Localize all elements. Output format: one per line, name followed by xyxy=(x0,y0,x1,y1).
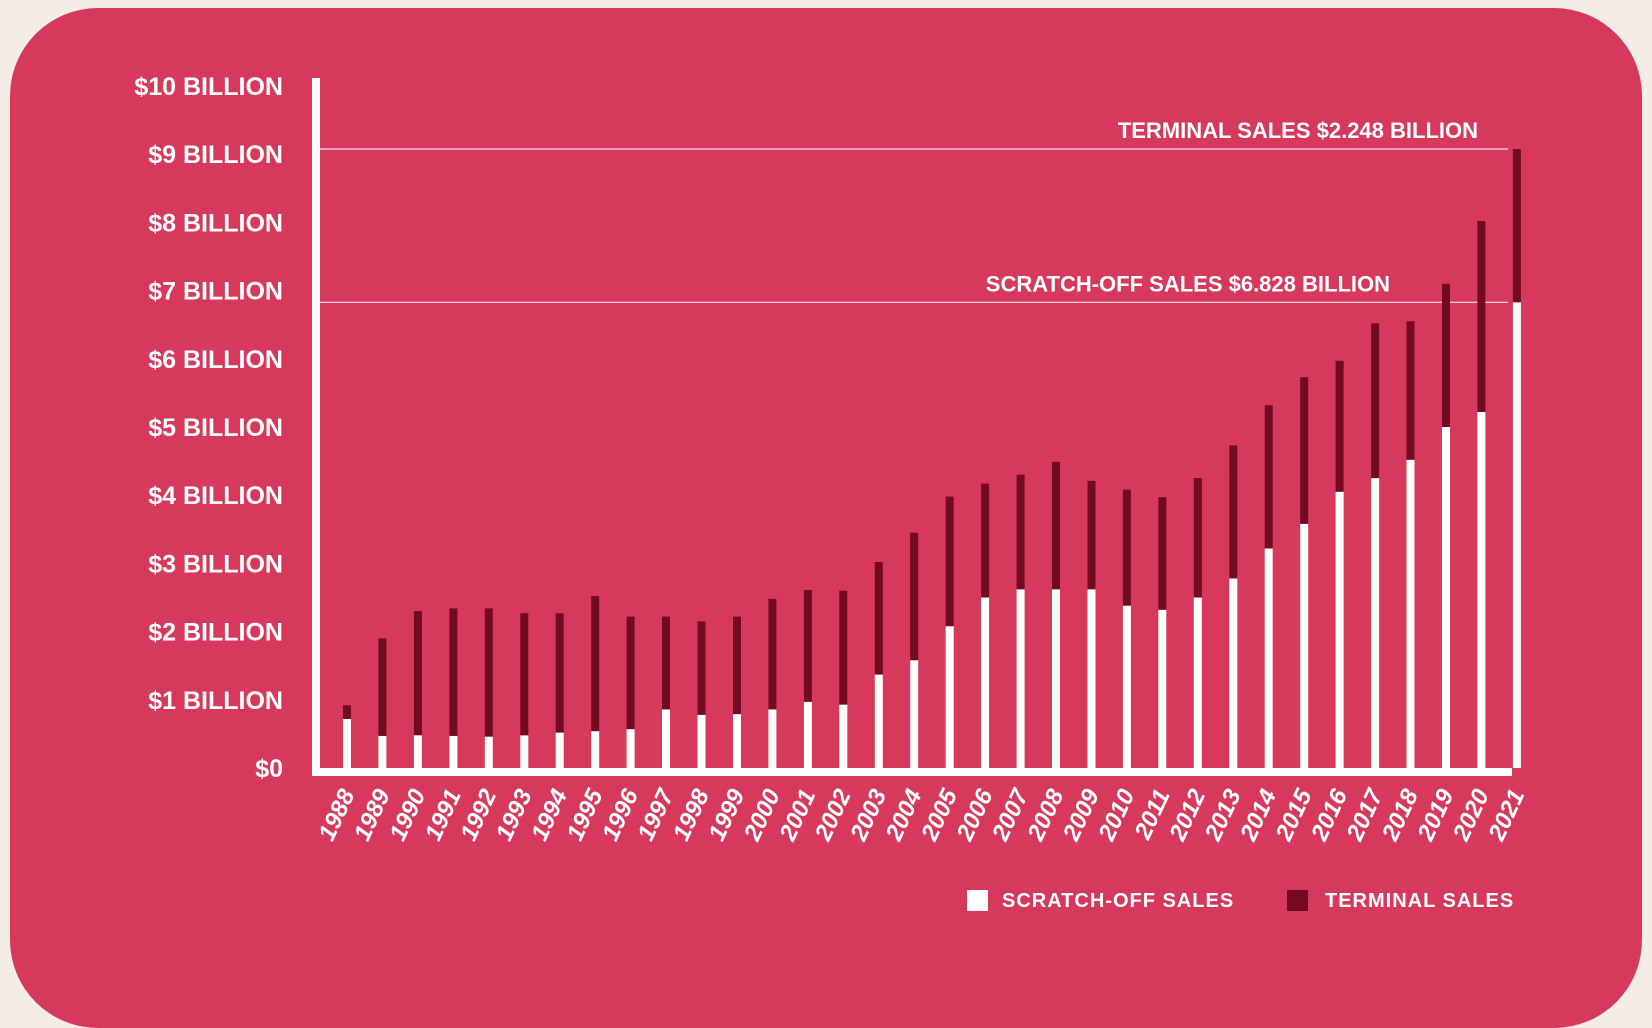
bar-scratch-1988 xyxy=(343,718,351,768)
bar-scratch-2018 xyxy=(1406,459,1415,768)
bar-terminal-2008 xyxy=(1052,461,1060,590)
bar-terminal-2006 xyxy=(981,483,990,598)
bar-terminal-2001 xyxy=(803,590,812,702)
chart-background xyxy=(10,8,1642,1028)
bar-terminal-2002 xyxy=(839,590,848,705)
bar-scratch-2007 xyxy=(1016,589,1025,768)
bar-terminal-1998 xyxy=(697,621,706,715)
y-tick-label: $7 BILLION xyxy=(148,278,283,306)
bar-terminal-2000 xyxy=(768,598,777,710)
bar-terminal-1994 xyxy=(555,613,564,733)
bar-scratch-2019 xyxy=(1442,427,1450,768)
bar-scratch-2000 xyxy=(768,709,777,768)
bar-scratch-1995 xyxy=(591,731,600,768)
annotation-label: SCRATCH-OFF SALES $6.828 BILLION xyxy=(986,271,1390,296)
y-tick-label: $10 BILLION xyxy=(134,73,283,101)
x-axis-line xyxy=(312,768,1512,776)
bar-terminal-2004 xyxy=(910,532,919,661)
bar-scratch-1991 xyxy=(449,735,458,768)
y-tick-labels: $0 $1 BILLION $2 BILLION $3 BILLION $4 BILLI… xyxy=(134,73,283,783)
bar-terminal-2012 xyxy=(1193,478,1202,598)
bar-scratch-2013 xyxy=(1229,578,1238,768)
bar-scratch-2008 xyxy=(1052,589,1060,768)
bars xyxy=(343,149,1521,768)
bar-terminal-2013 xyxy=(1229,445,1238,579)
bar-scratch-2001 xyxy=(803,701,812,768)
y-axis-line xyxy=(312,78,320,776)
bar-scratch-2017 xyxy=(1371,478,1380,768)
legend-label-terminal: TERMINAL SALES xyxy=(1325,890,1514,912)
bar-scratch-1989 xyxy=(378,735,387,768)
bar-terminal-1996 xyxy=(626,616,635,730)
bar-terminal-2015 xyxy=(1300,377,1309,524)
bar-scratch-1990 xyxy=(413,735,422,768)
y-tick-label: $3 BILLION xyxy=(148,550,283,578)
bar-scratch-2010 xyxy=(1122,605,1131,768)
chart-card: $0 $1 BILLION $2 BILLION $3 BILLION $4 BILLI… xyxy=(10,8,1642,1028)
bar-scratch-1992 xyxy=(484,736,493,768)
bar-terminal-1995 xyxy=(591,596,600,732)
y-tick-label: $8 BILLION xyxy=(148,209,283,237)
bar-scratch-1998 xyxy=(697,714,706,768)
bar-terminal-2010 xyxy=(1122,489,1131,606)
legend-swatch-scratch xyxy=(967,890,988,911)
bar-scratch-2020 xyxy=(1477,412,1486,768)
bar-scratch-2006 xyxy=(981,597,990,768)
y-tick-label: $1 BILLION xyxy=(148,687,283,715)
y-tick-label: $6 BILLION xyxy=(148,346,283,374)
bar-scratch-2012 xyxy=(1193,597,1202,768)
bar-terminal-2016 xyxy=(1335,360,1344,492)
bar-terminal-2021 xyxy=(1512,149,1521,303)
bar-scratch-2021 xyxy=(1512,302,1521,768)
bar-terminal-2005 xyxy=(945,496,954,627)
bar-scratch-2014 xyxy=(1264,548,1273,768)
bar-scratch-1997 xyxy=(662,709,670,768)
annotations: TERMINAL SALES $2.248 BILLION SCRATCH-OFF… xyxy=(986,118,1478,296)
y-tick-label: $4 BILLION xyxy=(148,482,283,510)
bar-scratch-2011 xyxy=(1158,609,1167,768)
bar-terminal-2020 xyxy=(1477,221,1486,412)
bar-terminal-1991 xyxy=(449,608,458,736)
bar-terminal-2019 xyxy=(1442,283,1450,427)
bar-terminal-1989 xyxy=(378,638,387,736)
bar-terminal-2018 xyxy=(1406,321,1415,460)
bar-terminal-1992 xyxy=(484,608,493,737)
annotation-lines xyxy=(320,148,1508,303)
bar-scratch-2016 xyxy=(1335,491,1344,768)
bar-scratch-2009 xyxy=(1087,589,1096,768)
bar-terminal-2003 xyxy=(874,562,883,675)
bar-scratch-2003 xyxy=(874,674,883,768)
y-tick-label: $0 xyxy=(255,755,283,783)
y-tick-label: $5 BILLION xyxy=(148,414,283,442)
axes xyxy=(312,78,1512,776)
bar-terminal-2017 xyxy=(1371,323,1380,479)
bar-scratch-2005 xyxy=(945,626,954,768)
legend-label-scratch: SCRATCH-OFF SALES xyxy=(1002,890,1234,912)
bar-scratch-2002 xyxy=(839,704,848,768)
bar-terminal-2011 xyxy=(1158,497,1167,610)
y-tick-label: $2 BILLION xyxy=(148,619,283,647)
bar-terminal-1990 xyxy=(413,611,422,736)
legend-swatch-terminal xyxy=(1287,890,1308,911)
bar-scratch-1993 xyxy=(520,735,529,768)
legend: SCRATCH-OFF SALES TERMINAL SALES xyxy=(967,890,1514,912)
bar-scratch-1994 xyxy=(555,732,564,768)
annotation-label: TERMINAL SALES $2.248 BILLION xyxy=(1118,118,1478,143)
bar-scratch-1996 xyxy=(626,729,635,768)
bar-terminal-1997 xyxy=(662,616,670,710)
bar-terminal-2007 xyxy=(1016,474,1025,590)
stacked-bar-chart: $0 $1 BILLION $2 BILLION $3 BILLION $4 BILLI… xyxy=(10,8,1642,1028)
bar-terminal-1988 xyxy=(343,705,351,719)
bar-terminal-1993 xyxy=(520,613,529,736)
bar-terminal-2009 xyxy=(1087,480,1096,590)
y-tick-label: $9 BILLION xyxy=(148,141,283,169)
bar-scratch-2004 xyxy=(910,660,919,768)
bar-terminal-2014 xyxy=(1264,405,1273,549)
bar-terminal-1999 xyxy=(733,616,741,715)
bar-scratch-2015 xyxy=(1300,523,1309,768)
bar-scratch-1999 xyxy=(733,714,741,768)
